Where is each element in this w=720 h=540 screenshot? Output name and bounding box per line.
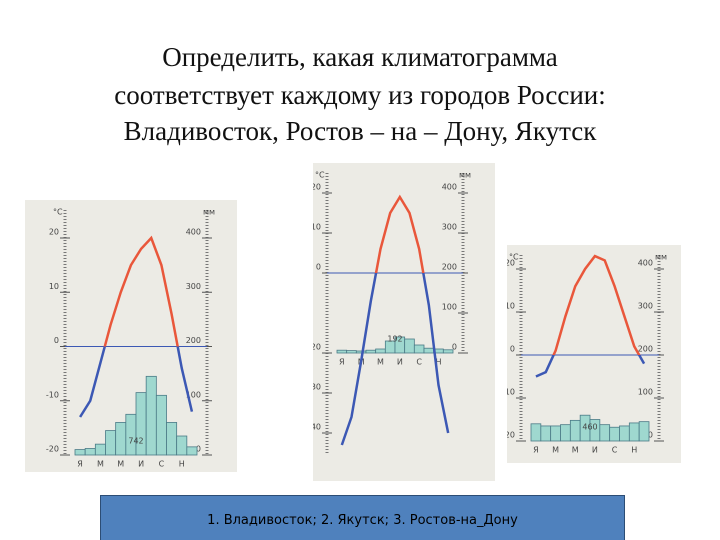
y2-tick-label: 100: [638, 388, 653, 397]
precipitation-bar: [540, 425, 552, 442]
precipitation-bar: [569, 419, 581, 442]
y-tick-label: -20: [313, 343, 321, 352]
y2-tick-label: 200: [186, 336, 201, 345]
month-label: Я: [533, 446, 539, 455]
precipitation-bar: [365, 349, 377, 354]
precipitation-bar: [176, 435, 188, 456]
precipitation-bar: [638, 421, 650, 442]
precipitation-bar: [560, 424, 571, 442]
title-line: Владивосток, Ростов – на – Дону, Якутск: [123, 116, 597, 146]
month-label: М: [572, 446, 579, 455]
month-label: С: [159, 460, 165, 469]
temperature-line: [535, 254, 646, 378]
y2-tick-label: 400: [186, 228, 201, 237]
y2-tick-label: 0: [196, 445, 201, 454]
precipitation-bar: [355, 350, 367, 354]
precipitation-bar: [105, 430, 117, 456]
precipitation-bar: [135, 392, 147, 456]
precipitation-bar: [609, 426, 620, 442]
title-line: соответствует каждому из городов России:: [114, 80, 606, 110]
month-label: Я: [339, 358, 345, 367]
month-label: М: [97, 460, 104, 469]
month-label: Н: [435, 358, 441, 367]
precipitation-bar: [442, 349, 454, 354]
y2-tick-label: 200: [442, 263, 457, 272]
y-tick-label: 0: [316, 263, 321, 272]
precipitation-bar: [115, 422, 127, 456]
title-line: Определить, какая климатограмма: [162, 42, 558, 72]
month-label: И: [138, 460, 144, 469]
y-unit: °C: [509, 253, 519, 262]
precipitation-bar: [404, 338, 415, 354]
precipitation-bar: [619, 425, 630, 442]
y2-unit: мм: [655, 253, 667, 262]
y2-tick-label: 100: [186, 390, 201, 399]
month-label: И: [397, 358, 403, 367]
y-tick-label: 20: [49, 228, 59, 237]
y-tick-label: -20: [507, 431, 515, 440]
temperature-line: [79, 235, 194, 418]
month-label: С: [612, 446, 618, 455]
y2-tick-label: 400: [638, 259, 653, 268]
y2-unit: мм: [203, 208, 215, 217]
y2-tick-label: 0: [452, 343, 457, 352]
y2-tick-label: 0: [648, 431, 653, 440]
y-tick-label: -10: [46, 390, 59, 399]
precipitation-bar: [599, 424, 611, 442]
total-label: 742: [128, 437, 143, 446]
answer-box: 1. Владивосток; 2. Якутск; 3. Ростов-на_…: [100, 495, 625, 540]
y2-unit: мм: [459, 171, 471, 180]
y2-tick-label: 300: [186, 282, 201, 291]
y-tick-label: 10: [49, 282, 59, 291]
precipitation-bar: [413, 344, 425, 354]
precipitation-bar: [145, 375, 157, 456]
y-tick-label: 0: [510, 345, 515, 354]
month-label: М: [552, 446, 559, 455]
precipitation-bar: [550, 425, 561, 442]
precipitation-bar: [336, 349, 348, 354]
total-label: 192: [387, 335, 402, 344]
month-label: Я: [77, 460, 83, 469]
precipitation-bar: [125, 413, 137, 456]
y2-tick-label: 100: [442, 303, 457, 312]
y-tick-label: 40: [313, 423, 321, 432]
precipitation-bar: [423, 347, 435, 354]
precipitation-bar: [628, 422, 640, 442]
precipitation-bar: [346, 350, 357, 354]
precipitation-bar: [94, 443, 106, 456]
month-label: М: [117, 460, 124, 469]
y-tick-label: 10: [507, 302, 515, 311]
y2-tick-label: 300: [638, 302, 653, 311]
month-label: Н: [631, 446, 637, 455]
y-tick-label: -20: [46, 445, 59, 454]
y-tick-label: 30: [313, 383, 321, 392]
y-tick-label: 20: [507, 259, 515, 268]
precipitation-bar: [155, 394, 167, 456]
temperature-line: [340, 194, 450, 446]
y-tick-label: 0: [54, 336, 59, 345]
precipitation-bar: [74, 449, 86, 456]
month-label: С: [416, 358, 422, 367]
month-label: И: [592, 446, 598, 455]
precipitation-bar: [375, 348, 386, 354]
y-unit: °C: [53, 208, 63, 217]
precipitation-bar: [530, 423, 542, 442]
month-label: Н: [179, 460, 185, 469]
y2-tick-label: 400: [442, 183, 457, 192]
precipitation-bar: [84, 448, 96, 456]
y-tick-label: 10: [313, 223, 321, 232]
y2-tick-label: 300: [442, 223, 457, 232]
precipitation-bar: [186, 446, 198, 456]
y2-tick-label: 200: [638, 345, 653, 354]
y-unit: °C: [315, 171, 325, 180]
month-label: М: [377, 358, 384, 367]
total-label: 460: [582, 423, 597, 432]
y-tick-label: -10: [507, 388, 515, 397]
precipitation-bar: [166, 422, 178, 456]
y-tick-label: 20: [313, 183, 321, 192]
